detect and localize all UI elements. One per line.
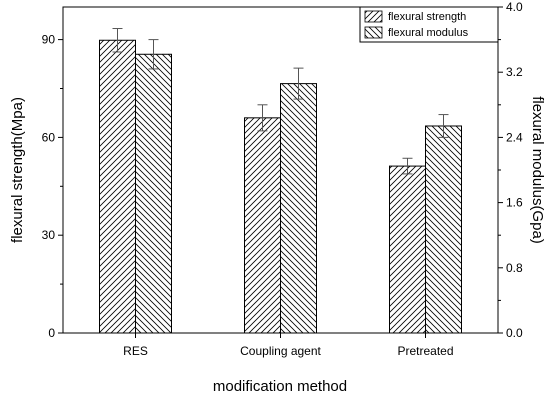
bar-flexural-modulus bbox=[425, 125, 462, 334]
legend-box bbox=[359, 6, 499, 43]
y-axis-right-label: flexural modulus(Gpa) bbox=[529, 96, 546, 244]
y-right-tick-label: 1.6 bbox=[506, 196, 523, 210]
bar-flexural-modulus bbox=[280, 83, 317, 334]
legend-swatch-flexural-modulus bbox=[364, 26, 383, 39]
legend-swatch-flexural-strength bbox=[364, 10, 383, 23]
x-tick-label: Pretreated bbox=[397, 344, 453, 358]
y-axis-left-label: flexural strength(Mpa) bbox=[9, 97, 26, 243]
y-right-tick-label: 0.8 bbox=[506, 261, 523, 275]
legend-label-flexural-modulus: flexural modulus bbox=[388, 27, 469, 39]
y-left-tick-label: 90 bbox=[42, 33, 56, 47]
y-right-tick-label: 2.4 bbox=[506, 130, 523, 144]
y-left-tick-label: 60 bbox=[42, 130, 56, 144]
x-tick-label: Coupling agent bbox=[240, 344, 321, 358]
error-bar bbox=[148, 39, 159, 70]
error-bar bbox=[293, 67, 304, 100]
legend-label-flexural-strength: flexural strength bbox=[388, 11, 466, 23]
error-bar bbox=[438, 114, 449, 138]
x-tick-label: RES bbox=[123, 344, 148, 358]
bar-flexural-strength bbox=[389, 165, 426, 334]
y-left-tick-label: 30 bbox=[42, 228, 56, 242]
bar-flexural-modulus bbox=[135, 53, 172, 334]
bar-flexural-strength bbox=[244, 117, 281, 334]
x-axis-label: modification method bbox=[213, 378, 347, 395]
error-bar bbox=[112, 28, 123, 53]
error-bar bbox=[402, 157, 413, 175]
y-right-tick-label: 0.0 bbox=[506, 326, 523, 340]
legend: flexural strength flexural modulus bbox=[359, 6, 499, 43]
y-right-tick-label: 3.2 bbox=[506, 65, 523, 79]
y-left-tick-label: 0 bbox=[48, 326, 55, 340]
error-bar bbox=[257, 104, 268, 132]
y-right-tick-label: 4.0 bbox=[506, 0, 523, 14]
bar-flexural-strength bbox=[99, 39, 136, 334]
